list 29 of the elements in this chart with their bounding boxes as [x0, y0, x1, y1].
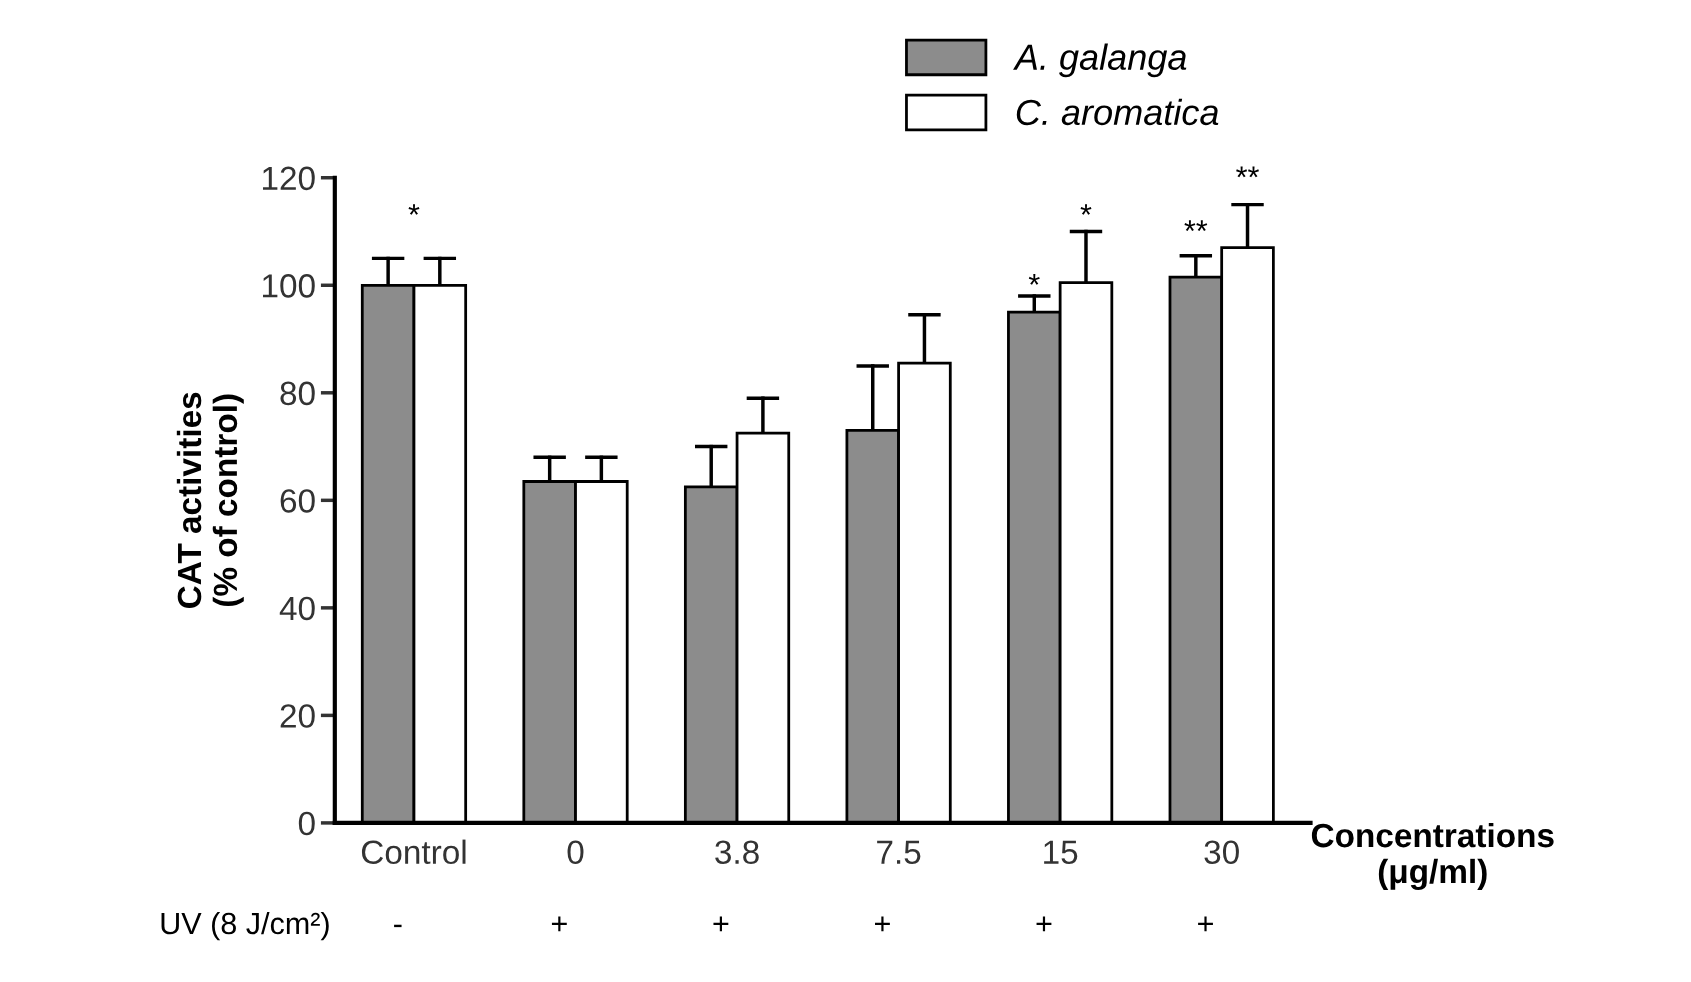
legend-label: A. galanga — [1013, 43, 1187, 78]
text: ** — [1236, 166, 1259, 178]
x-tick-label: Control — [361, 839, 466, 865]
x-tick-label: 3.8 — [715, 840, 759, 865]
y-tick-label: 80 — [280, 381, 315, 406]
legend-label: C. aromatica — [1016, 98, 1219, 126]
text: - — [394, 924, 402, 928]
text: + — [713, 916, 729, 932]
x-tick-label: 7.5 — [877, 840, 921, 865]
y-tick-label: 40 — [279, 596, 315, 621]
x-tick-label: 30 — [1204, 840, 1239, 865]
text: + — [1198, 916, 1213, 932]
y-tick-label: 0 — [298, 811, 315, 836]
y-tick-label: 20 — [280, 704, 315, 728]
text: UV (8 J/cm²) — [161, 911, 329, 941]
y-axis-title: CAT activities (% of control) — [176, 392, 244, 608]
text: + — [1036, 916, 1052, 932]
y-tick-label: 120 — [263, 166, 315, 191]
x-tick-label: 0 — [567, 840, 584, 865]
text: + — [875, 916, 890, 932]
x-tick-label: 15 — [1044, 840, 1078, 865]
annotation: * — [1080, 204, 1092, 215]
annotation: * — [1028, 274, 1040, 285]
text: + — [551, 916, 567, 932]
y-tick-label: 100 — [263, 274, 315, 298]
annotation: * — [408, 204, 420, 215]
x-axis-title: Concentrations (μg/ml) — [1311, 822, 1554, 891]
annotation: ** — [1184, 220, 1208, 231]
y-tick-label: 60 — [280, 489, 315, 513]
